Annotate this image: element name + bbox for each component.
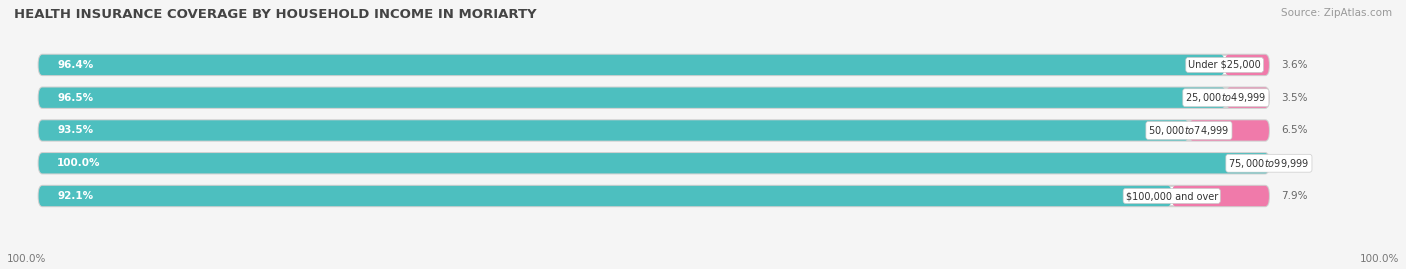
Text: HEALTH INSURANCE COVERAGE BY HOUSEHOLD INCOME IN MORIARTY: HEALTH INSURANCE COVERAGE BY HOUSEHOLD I… <box>14 8 537 21</box>
Text: 96.5%: 96.5% <box>58 93 93 103</box>
FancyBboxPatch shape <box>39 120 1189 141</box>
FancyBboxPatch shape <box>1171 186 1268 206</box>
Legend: With Coverage, Without Coverage: With Coverage, Without Coverage <box>588 264 818 269</box>
Text: $75,000 to $99,999: $75,000 to $99,999 <box>1229 157 1309 170</box>
FancyBboxPatch shape <box>39 87 1226 108</box>
FancyBboxPatch shape <box>39 87 1268 108</box>
FancyBboxPatch shape <box>39 186 1171 206</box>
FancyBboxPatch shape <box>39 153 1268 174</box>
FancyBboxPatch shape <box>1225 55 1268 75</box>
Text: 3.5%: 3.5% <box>1281 93 1308 103</box>
Text: $25,000 to $49,999: $25,000 to $49,999 <box>1185 91 1267 104</box>
Text: 7.9%: 7.9% <box>1281 191 1308 201</box>
Text: 100.0%: 100.0% <box>7 254 46 264</box>
Text: Under $25,000: Under $25,000 <box>1188 60 1261 70</box>
Text: 96.4%: 96.4% <box>58 60 93 70</box>
Text: 6.5%: 6.5% <box>1281 125 1308 136</box>
FancyBboxPatch shape <box>1189 120 1268 141</box>
FancyBboxPatch shape <box>39 153 1268 174</box>
Text: 100.0%: 100.0% <box>58 158 101 168</box>
Text: 100.0%: 100.0% <box>1360 254 1399 264</box>
FancyBboxPatch shape <box>39 55 1268 75</box>
Text: 3.6%: 3.6% <box>1281 60 1308 70</box>
FancyBboxPatch shape <box>39 120 1268 141</box>
FancyBboxPatch shape <box>1226 87 1268 108</box>
FancyBboxPatch shape <box>39 55 1225 75</box>
Text: Source: ZipAtlas.com: Source: ZipAtlas.com <box>1281 8 1392 18</box>
Text: 0.0%: 0.0% <box>1281 158 1308 168</box>
Text: 92.1%: 92.1% <box>58 191 93 201</box>
Text: $50,000 to $74,999: $50,000 to $74,999 <box>1149 124 1230 137</box>
Text: 93.5%: 93.5% <box>58 125 93 136</box>
Text: $100,000 and over: $100,000 and over <box>1126 191 1218 201</box>
FancyBboxPatch shape <box>39 186 1268 206</box>
